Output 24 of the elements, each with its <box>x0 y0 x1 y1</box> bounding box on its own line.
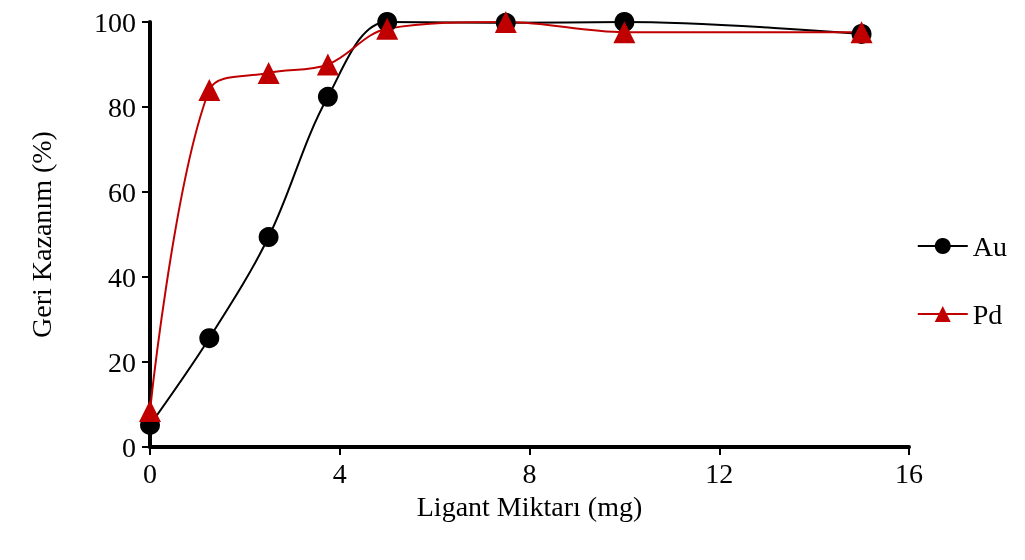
point <box>139 399 161 422</box>
x-tick-label: 16 <box>895 457 923 489</box>
legend-label: Au <box>972 230 1008 262</box>
x-tick-label: 0 <box>143 457 157 489</box>
point <box>613 21 636 44</box>
point <box>199 328 220 349</box>
y-tick-label: 60 <box>108 176 136 208</box>
y-axis-title: Geri Kazanım (%) <box>25 131 57 338</box>
x-tick-label: 4 <box>332 457 347 489</box>
point <box>258 227 279 248</box>
legend-label: Pd <box>972 298 1003 330</box>
x-tick-label: 12 <box>705 457 734 489</box>
y-tick-label: 0 <box>122 431 136 463</box>
y-tick-label: 100 <box>94 6 136 38</box>
point <box>317 86 338 107</box>
x-axis-title: Ligant Miktarı (mg) <box>416 490 643 522</box>
y-tick-label: 40 <box>108 261 136 293</box>
point <box>198 79 221 101</box>
point <box>257 62 280 84</box>
point <box>376 17 399 40</box>
y-tick-label: 20 <box>108 346 136 378</box>
point <box>316 53 339 76</box>
y-tick-label: 80 <box>108 91 136 123</box>
x-tick-label: 8 <box>522 457 537 489</box>
